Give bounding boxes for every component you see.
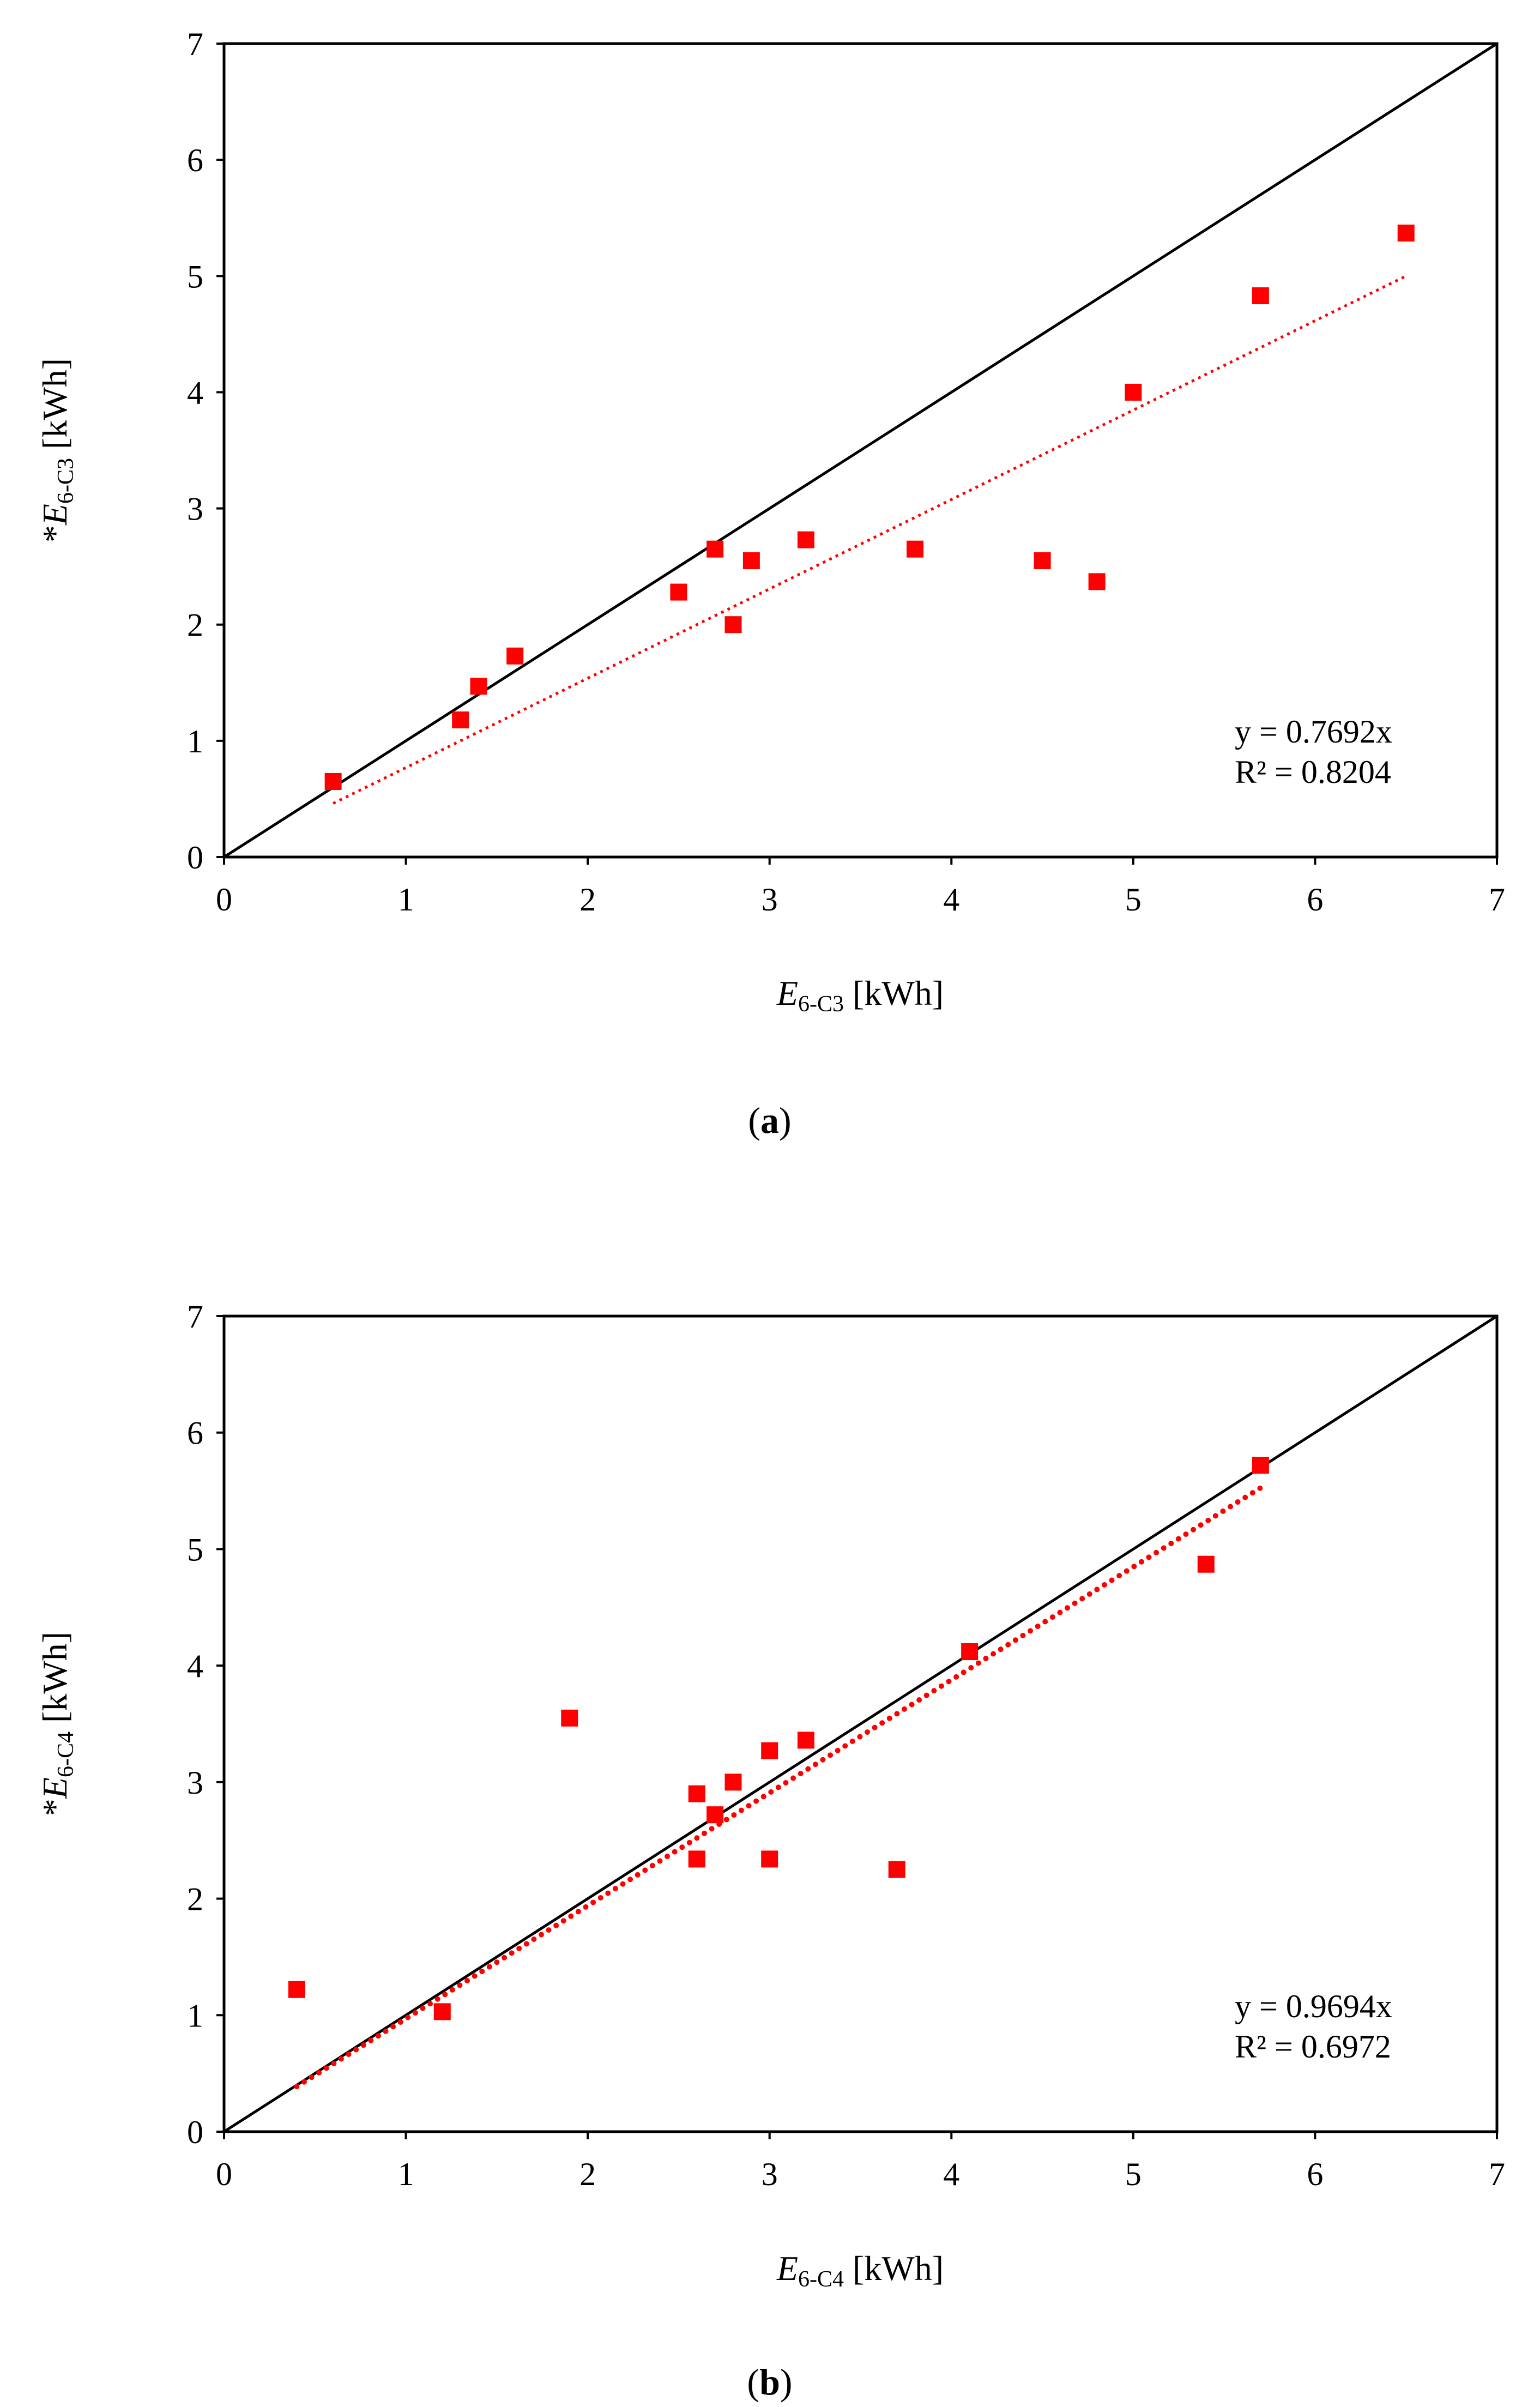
x-tick-label: 6 bbox=[1307, 2156, 1323, 2192]
plot-area-a bbox=[222, 42, 1499, 859]
y-tick-label: 1 bbox=[187, 1998, 203, 2034]
x-tick-label: 5 bbox=[1125, 2156, 1142, 2192]
data-point bbox=[706, 1806, 724, 1824]
chart-a: 0 1 2 3 4 5 6 7 0 1 2 3 4 5 6 7 y = 0.7692x R² = 0.8204… bbox=[35, 26, 1505, 1141]
equation-label-a: y = 0.7692x bbox=[1235, 714, 1392, 750]
y-tick-label: 3 bbox=[187, 491, 203, 527]
panel-label-b: (b) bbox=[747, 2361, 792, 2403]
trendline bbox=[294, 1485, 1264, 2090]
data-point bbox=[288, 1981, 305, 1998]
data-point bbox=[688, 1850, 705, 1868]
data-point bbox=[742, 552, 760, 569]
data-point bbox=[1034, 552, 1051, 569]
x-axis-title-b: E6-C4 [kWh] bbox=[776, 2249, 944, 2292]
data-point bbox=[1252, 287, 1269, 305]
data-point bbox=[1397, 224, 1415, 242]
data-point bbox=[433, 2003, 451, 2020]
data-point bbox=[797, 531, 814, 548]
r2-label-a: R² = 0.8204 bbox=[1235, 754, 1391, 790]
data-point bbox=[797, 1732, 814, 1749]
x-tick-label: 2 bbox=[579, 2156, 596, 2192]
y-tick-label: 7 bbox=[187, 1299, 203, 1335]
plot-area-b bbox=[222, 1314, 1499, 2133]
data-point bbox=[324, 773, 342, 790]
identity-line bbox=[223, 1314, 1498, 2133]
data-point bbox=[1197, 1555, 1215, 1573]
x-tick-label: 7 bbox=[1489, 882, 1505, 918]
data-point bbox=[688, 1785, 705, 1802]
y-tick-label: 7 bbox=[187, 26, 203, 62]
data-point bbox=[470, 678, 487, 695]
chart-b-ticks: 0 1 2 3 4 5 6 7 0 1 2 3 4 5 6 7 bbox=[187, 1299, 1505, 2192]
x-tick-label: 0 bbox=[216, 2156, 232, 2192]
y-tick-label: 2 bbox=[187, 607, 203, 643]
x-tick-label: 3 bbox=[762, 2156, 778, 2192]
data-point bbox=[761, 1742, 778, 1759]
x-axis-title-a: E6-C3 [kWh] bbox=[776, 974, 944, 1017]
panel-label-a: (a) bbox=[748, 1100, 791, 1141]
data-point bbox=[1252, 1457, 1269, 1474]
data-point bbox=[907, 540, 924, 558]
y-tick-label: 0 bbox=[187, 2114, 203, 2150]
x-tick-label: 4 bbox=[943, 2156, 959, 2192]
x-tick-label: 1 bbox=[398, 2156, 414, 2192]
data-point bbox=[724, 616, 742, 634]
r2-label-b: R² = 0.6972 bbox=[1235, 2029, 1391, 2065]
data-point bbox=[706, 540, 724, 558]
y-tick-label: 5 bbox=[187, 258, 203, 294]
y-tick-label: 3 bbox=[187, 1765, 203, 1801]
y-tick-label: 2 bbox=[187, 1881, 203, 1917]
y-tick-label: 4 bbox=[187, 375, 203, 411]
data-point bbox=[1088, 573, 1106, 590]
data-point bbox=[452, 711, 469, 728]
data-point bbox=[724, 1773, 742, 1791]
x-tick-label: 7 bbox=[1489, 2156, 1505, 2192]
chart-a-ticks: 0 1 2 3 4 5 6 7 0 1 2 3 4 5 6 7 bbox=[187, 26, 1505, 918]
x-tick-label: 4 bbox=[943, 882, 959, 918]
y-tick-label: 4 bbox=[187, 1648, 203, 1684]
x-tick-label: 2 bbox=[579, 882, 596, 918]
chart-a-marks bbox=[223, 42, 1498, 859]
y-tick-label: 1 bbox=[187, 723, 203, 759]
x-tick-label: 0 bbox=[216, 882, 232, 918]
chart-b: 0 1 2 3 4 5 6 7 0 1 2 3 4 5 6 7 y = 0.9694x R² = 0.6972… bbox=[35, 1299, 1505, 2403]
data-point bbox=[670, 583, 687, 601]
x-tick-label: 6 bbox=[1307, 882, 1323, 918]
x-tick-label: 3 bbox=[762, 882, 778, 918]
trendline bbox=[333, 275, 1407, 805]
data-point bbox=[1125, 383, 1142, 401]
x-tick-label: 1 bbox=[398, 882, 414, 918]
y-tick-label: 0 bbox=[187, 840, 203, 876]
y-tick-label: 6 bbox=[187, 142, 203, 178]
identity-line bbox=[223, 42, 1498, 859]
data-point bbox=[961, 1643, 979, 1660]
y-axis-title-b: *E6-C4 [kWh] bbox=[35, 1632, 78, 1816]
data-point bbox=[888, 1861, 905, 1878]
x-tick-label: 5 bbox=[1125, 882, 1142, 918]
y-axis-title-a: *E6-C3 [kWh] bbox=[35, 358, 78, 542]
data-point bbox=[761, 1850, 778, 1868]
data-point bbox=[561, 1709, 578, 1727]
y-tick-label: 5 bbox=[187, 1531, 203, 1567]
y-tick-label: 6 bbox=[187, 1415, 203, 1451]
chart-b-marks bbox=[223, 1314, 1498, 2133]
data-point bbox=[506, 647, 524, 665]
equation-label-b: y = 0.9694x bbox=[1235, 1988, 1392, 2024]
